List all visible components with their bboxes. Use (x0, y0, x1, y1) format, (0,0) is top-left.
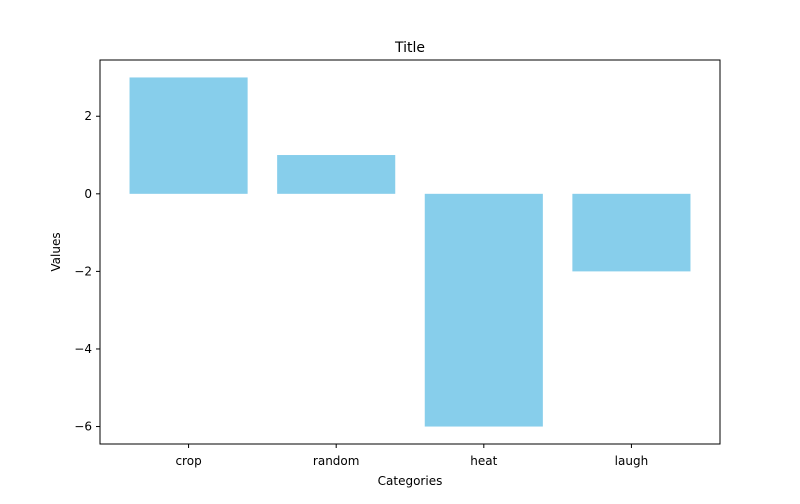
x-axis-label: Categories (378, 474, 443, 488)
y-tick-label: −4 (74, 342, 92, 356)
y-tick-label: −6 (74, 420, 92, 434)
x-tick-label: crop (175, 454, 201, 468)
bar-crop (129, 77, 248, 194)
y-tick-label: 2 (84, 109, 92, 123)
y-axis-ticks: −6 −4 −2 0 2 (74, 109, 100, 434)
x-tick-label: laugh (615, 454, 649, 468)
y-tick-label: 0 (84, 187, 92, 201)
bars-layer (129, 77, 691, 427)
plot-area-frame (99, 59, 721, 445)
bar-laugh (572, 193, 691, 272)
chart-title: Title (394, 40, 425, 56)
bar-random (277, 155, 396, 194)
x-tick-label: heat (470, 454, 497, 468)
y-axis-label: Values (49, 232, 63, 271)
bar-heat (424, 193, 543, 427)
x-axis-ticks: crop random heat laugh (175, 444, 648, 468)
y-tick-label: −2 (74, 264, 92, 278)
x-tick-label: random (313, 454, 360, 468)
